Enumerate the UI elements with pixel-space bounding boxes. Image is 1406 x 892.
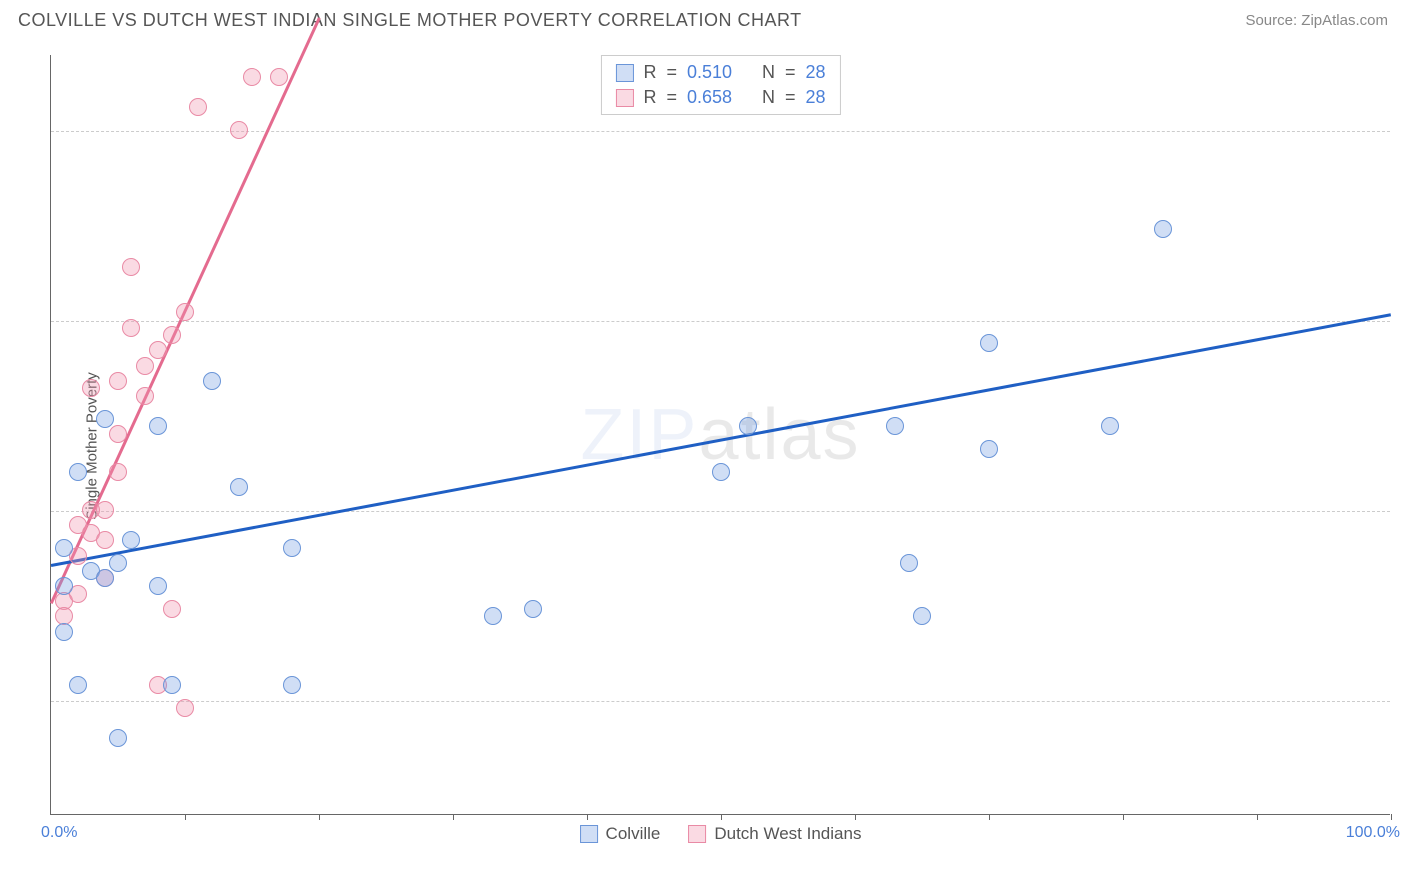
x-tick-mark	[1391, 814, 1392, 820]
data-point-colville	[980, 440, 998, 458]
stat-n-colville: 28	[806, 62, 826, 83]
y-tick-label: 100.0%	[1400, 122, 1406, 140]
data-point-colville	[524, 600, 542, 618]
x-tick-mark	[185, 814, 186, 820]
data-point-colville	[230, 478, 248, 496]
trend-line-colville	[51, 313, 1391, 566]
stats-row-colville: R = 0.510 N = 28	[615, 60, 825, 85]
data-point-dutch	[149, 341, 167, 359]
data-point-colville	[69, 463, 87, 481]
series-legend: Colville Dutch West Indians	[580, 824, 862, 844]
data-point-dutch	[176, 699, 194, 717]
y-tick-label: 50.0%	[1400, 502, 1406, 520]
swatch-dutch	[615, 89, 633, 107]
stat-label-n: N	[762, 62, 775, 83]
legend-label-dutch: Dutch West Indians	[714, 824, 861, 844]
source-attribution: Source: ZipAtlas.com	[1245, 12, 1388, 29]
stats-legend: R = 0.510 N = 28 R = 0.658 N = 28	[600, 55, 840, 115]
data-point-colville	[122, 531, 140, 549]
data-point-dutch	[109, 463, 127, 481]
x-axis-max-label: 100.0%	[1346, 824, 1400, 842]
data-point-colville	[484, 607, 502, 625]
x-tick-mark	[319, 814, 320, 820]
y-tick-label: 25.0%	[1400, 692, 1406, 710]
y-tick-label: 75.0%	[1400, 312, 1406, 330]
data-point-dutch	[243, 68, 261, 86]
swatch-colville	[615, 64, 633, 82]
data-point-dutch	[230, 121, 248, 139]
data-point-dutch	[163, 326, 181, 344]
data-point-dutch	[270, 68, 288, 86]
x-tick-mark	[453, 814, 454, 820]
data-point-colville	[149, 417, 167, 435]
legend-label-colville: Colville	[606, 824, 661, 844]
stats-row-dutch: R = 0.658 N = 28	[615, 85, 825, 110]
x-tick-mark	[989, 814, 990, 820]
stat-label-r: R	[643, 62, 656, 83]
stat-r-dutch: 0.658	[687, 87, 732, 108]
data-point-colville	[886, 417, 904, 435]
x-tick-mark	[587, 814, 588, 820]
data-point-colville	[55, 539, 73, 557]
data-point-colville	[96, 569, 114, 587]
scatter-chart: ZIPatlas R = 0.510 N = 28 R = 0.658 N = …	[50, 55, 1390, 815]
data-point-colville	[69, 676, 87, 694]
data-point-colville	[203, 372, 221, 390]
legend-item-colville: Colville	[580, 824, 661, 844]
data-point-dutch	[82, 379, 100, 397]
data-point-colville	[163, 676, 181, 694]
gridline	[51, 321, 1390, 322]
data-point-colville	[1154, 220, 1172, 238]
stat-r-colville: 0.510	[687, 62, 732, 83]
gridline	[51, 701, 1390, 702]
data-point-dutch	[122, 258, 140, 276]
data-point-dutch	[122, 319, 140, 337]
data-point-colville	[149, 577, 167, 595]
stat-label-n: N	[762, 87, 775, 108]
data-point-dutch	[136, 387, 154, 405]
data-point-dutch	[109, 425, 127, 443]
data-point-colville	[913, 607, 931, 625]
data-point-colville	[980, 334, 998, 352]
stat-eq: =	[785, 87, 796, 108]
legend-swatch-dutch	[688, 825, 706, 843]
data-point-colville	[96, 410, 114, 428]
data-point-colville	[109, 554, 127, 572]
stat-eq: =	[666, 87, 677, 108]
data-point-dutch	[96, 501, 114, 519]
data-point-colville	[900, 554, 918, 572]
stat-eq: =	[785, 62, 796, 83]
gridline	[51, 131, 1390, 132]
data-point-colville	[712, 463, 730, 481]
chart-title: COLVILLE VS DUTCH WEST INDIAN SINGLE MOT…	[18, 10, 802, 31]
data-point-dutch	[136, 357, 154, 375]
legend-swatch-colville	[580, 825, 598, 843]
x-axis-min-label: 0.0%	[41, 824, 77, 842]
data-point-dutch	[96, 531, 114, 549]
stat-eq: =	[666, 62, 677, 83]
data-point-colville	[109, 729, 127, 747]
data-point-colville	[283, 676, 301, 694]
gridline	[51, 511, 1390, 512]
data-point-dutch	[176, 303, 194, 321]
data-point-colville	[55, 623, 73, 641]
data-point-colville	[739, 417, 757, 435]
data-point-dutch	[189, 98, 207, 116]
stat-label-r: R	[643, 87, 656, 108]
data-point-dutch	[163, 600, 181, 618]
x-tick-mark	[855, 814, 856, 820]
data-point-colville	[1101, 417, 1119, 435]
x-tick-mark	[1123, 814, 1124, 820]
x-tick-mark	[721, 814, 722, 820]
stat-n-dutch: 28	[806, 87, 826, 108]
x-tick-mark	[1257, 814, 1258, 820]
data-point-dutch	[109, 372, 127, 390]
legend-item-dutch: Dutch West Indians	[688, 824, 861, 844]
data-point-colville	[55, 577, 73, 595]
data-point-colville	[283, 539, 301, 557]
